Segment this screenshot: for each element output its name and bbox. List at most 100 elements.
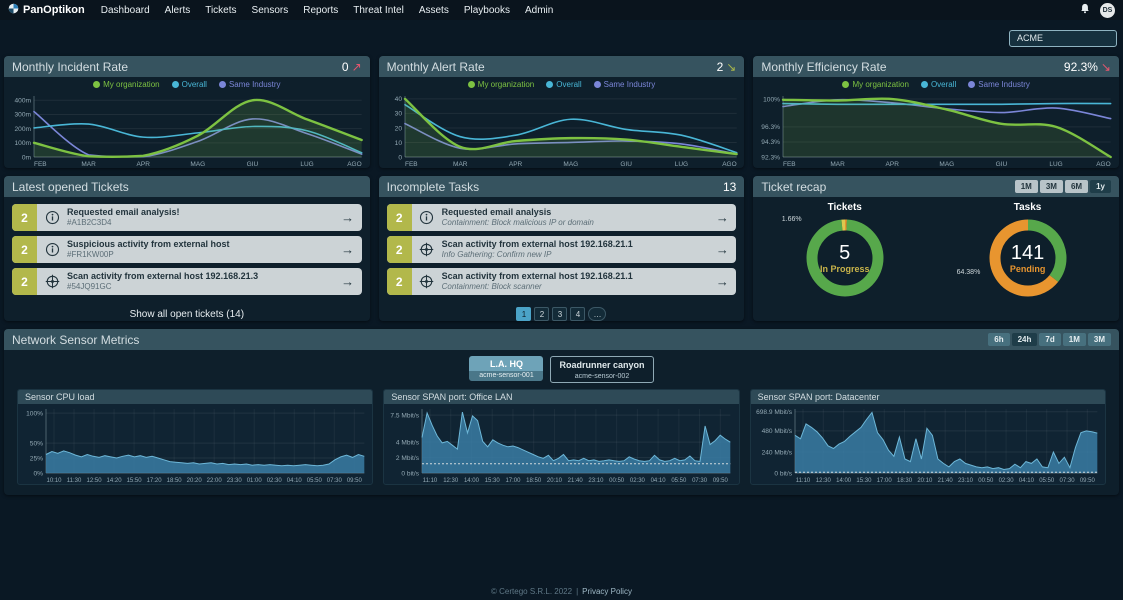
card-value: 0 ↗ [341,59,362,74]
task-row[interactable]: 2 Scan activity from external host 192.1… [386,268,737,295]
legend-label: My organization [103,79,160,89]
nav-item[interactable]: Tickets [205,4,237,16]
ticket-row[interactable]: 2 Suspicious activity from external host… [12,236,362,263]
legend-item: Overall [171,79,207,89]
ticket-row[interactable]: 2 Scan activity from external host 192.1… [12,268,362,295]
sensor-tabs: L.A. HQ acme-sensor-001 Roadrunner canyo… [4,350,1119,385]
nav-item[interactable]: Playbooks [463,4,510,16]
svg-text:30: 30 [394,111,402,118]
task-row[interactable]: 2 Requested email analysis Containment: … [386,204,737,231]
recap-range-buttons: 1M 3M 6M 1y [1014,180,1111,193]
svg-text:12:30: 12:30 [444,478,460,484]
card-title: Incomplete Tasks [386,179,480,194]
incident-rate-chart: 400m 300m 200m 100m 0m FEB MAR APR MAG GIU LUG AGO [4,91,370,168]
top-navbar: PanOptikon Dashboard Alerts Tickets Sensors… [0,0,1123,20]
severity-badge: 2 [386,268,412,295]
efficiency-rate-chart: 100% 96.3% 94.3% 92.3% FEB MAR APR MAG GIU LUG AGO [753,91,1119,168]
svg-text:25%: 25% [30,455,43,462]
legend-dot-icon [842,80,850,88]
svg-text:15:50: 15:50 [127,478,143,484]
card-monthly-alert-rate: Monthly Alert Rate 2 ↘ My organization Ov… [378,56,745,168]
card-title: Ticket recap [761,179,827,194]
card-title: Network Sensor Metrics [12,332,140,347]
range-button[interactable]: 24h [1011,333,1038,346]
card-header: Monthly Efficiency Rate 92.3% ↘ [753,56,1119,77]
page-button[interactable]: 4 [570,307,586,321]
notifications-bell-icon[interactable] [1080,1,1090,19]
page-button[interactable]: 2 [534,307,550,321]
svg-text:GIU: GIU [996,161,1008,168]
page-button[interactable]: 3 [552,307,568,321]
tickets-donut-chart: 5 In Progress [801,214,889,302]
page-button[interactable]: 1 [516,307,532,321]
range-button[interactable]: 3M [1087,333,1111,346]
nav-item[interactable]: Sensors [251,4,289,16]
trend-down-icon: ↘ [726,59,737,74]
sensor-range-buttons: 6h 24h 7d 1M 3M [988,333,1111,346]
range-button[interactable]: 7d [1039,333,1061,346]
nav-item[interactable]: Alerts [164,4,191,16]
nav-item[interactable]: Assets [418,4,449,16]
legend-item: Same Industry [218,80,281,89]
nav-item[interactable]: Admin [524,4,554,16]
svg-text:02:30: 02:30 [267,478,283,484]
ticket-title: Scan activity from external host 192.168… [67,271,259,282]
main-content: Monthly Incident Rate 0 ↗ My organizatio… [0,56,1123,581]
sensor-tab[interactable]: Roadrunner canyon acme-sensor-002 [550,356,654,383]
open-task-arrow-icon[interactable]: → [715,242,729,257]
svg-text:10: 10 [394,140,402,147]
range-button[interactable]: 1M [1014,180,1038,193]
card-title: Monthly Efficiency Rate [761,59,887,74]
svg-text:APR: APR [886,161,900,168]
svg-text:100%: 100% [26,410,43,417]
show-all-tickets-link[interactable]: Show all open tickets (14) [129,309,245,320]
ticket-row[interactable]: 2 Requested email analysis! #A1B2C3D4 → [12,204,362,231]
info-icon [37,236,67,263]
task-row[interactable]: 2 Scan activity from external host 192.1… [386,236,737,263]
nav-item[interactable]: Dashboard [100,4,150,16]
svg-text:17:20: 17:20 [147,478,163,484]
legend-dot-icon [968,80,976,88]
legend-dot-icon [593,80,601,88]
open-ticket-arrow-icon[interactable]: → [341,242,355,257]
range-button[interactable]: 3M [1039,180,1063,193]
sensor-id: acme-sensor-002 [574,373,630,380]
open-task-arrow-icon[interactable]: → [715,210,729,225]
sensor-location: L.A. HQ [489,359,523,369]
range-button[interactable]: 6M [1064,180,1089,193]
sensor-tab[interactable]: L.A. HQ acme-sensor-001 [469,356,544,381]
open-ticket-arrow-icon[interactable]: → [341,274,355,289]
svg-text:0 bit/s: 0 bit/s [774,470,792,477]
range-button[interactable]: 1y [1090,180,1111,193]
page-button[interactable]: … [588,307,607,321]
svg-text:22:00: 22:00 [207,478,223,484]
open-task-arrow-icon[interactable]: → [715,274,729,289]
legend-label: Overall [181,79,207,89]
card-header: Monthly Incident Rate 0 ↗ [4,56,370,77]
svg-text:AGO: AGO [1097,161,1111,168]
range-button[interactable]: 6h [988,333,1010,346]
ticket-id: #FR1KW00P [67,250,114,260]
svg-text:100%: 100% [763,96,780,103]
privacy-policy-link[interactable]: Privacy Policy [582,587,632,596]
svg-text:0: 0 [398,154,402,161]
open-ticket-arrow-icon[interactable]: → [341,210,355,225]
svg-text:0%: 0% [33,470,43,477]
user-avatar[interactable]: DS [1100,2,1115,18]
nav-item[interactable]: Reports [303,4,339,16]
task-title: Scan activity from external host 192.168… [441,271,633,282]
legend-label: Same Industry [603,79,656,89]
svg-text:100m: 100m [15,140,32,147]
range-button[interactable]: 1M [1062,333,1086,346]
brand[interactable]: PanOptikon [8,3,85,17]
svg-text:92.3%: 92.3% [762,154,781,161]
nav-item[interactable]: Threat Intel [353,4,404,16]
svg-text:LUG: LUG [1050,161,1063,168]
tasks-count: 13 [722,179,737,194]
toolbar [0,20,1123,56]
org-filter-input[interactable] [1009,29,1117,47]
svg-text:12:30: 12:30 [815,478,831,484]
legend-dot-icon [93,80,101,88]
svg-text:FEB: FEB [34,161,47,168]
tickets-row: Latest opened Tickets 2 Requested email … [4,176,1119,321]
